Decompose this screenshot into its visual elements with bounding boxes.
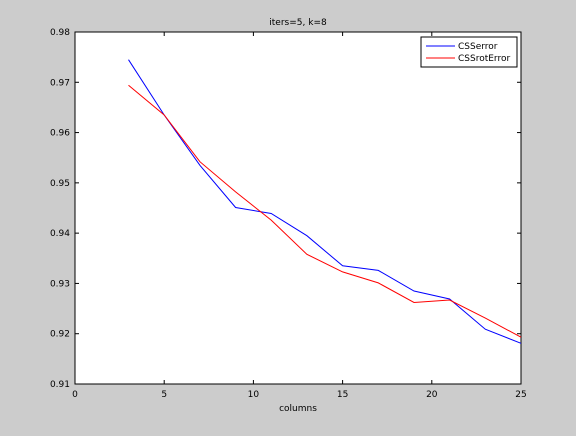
legend: CSSerror CSSrotError bbox=[421, 37, 517, 67]
legend-label: CSSerror bbox=[458, 42, 498, 52]
y-tick-label: 0.98 bbox=[50, 28, 70, 38]
x-tick-label: 0 bbox=[72, 390, 78, 400]
x-tick-label: 20 bbox=[426, 390, 438, 400]
y-tick-label: 0.91 bbox=[50, 380, 70, 390]
y-tick-label: 0.96 bbox=[50, 129, 70, 139]
y-tick-label: 0.93 bbox=[50, 279, 70, 289]
y-tick-label: 0.97 bbox=[50, 78, 70, 88]
plot-area bbox=[75, 32, 521, 384]
x-tick-label: 10 bbox=[248, 390, 260, 400]
chart-title: iters=5, k=8 bbox=[269, 18, 327, 28]
x-axis-label: columns bbox=[279, 404, 317, 414]
y-tick-label: 0.92 bbox=[50, 330, 70, 340]
y-tick-label: 0.94 bbox=[50, 229, 70, 239]
y-tick-label: 0.95 bbox=[50, 179, 70, 189]
legend-label: CSSrotError bbox=[458, 54, 510, 64]
x-tick-label: 25 bbox=[515, 390, 526, 400]
x-tick-label: 5 bbox=[161, 390, 167, 400]
x-tick-label: 15 bbox=[337, 390, 348, 400]
